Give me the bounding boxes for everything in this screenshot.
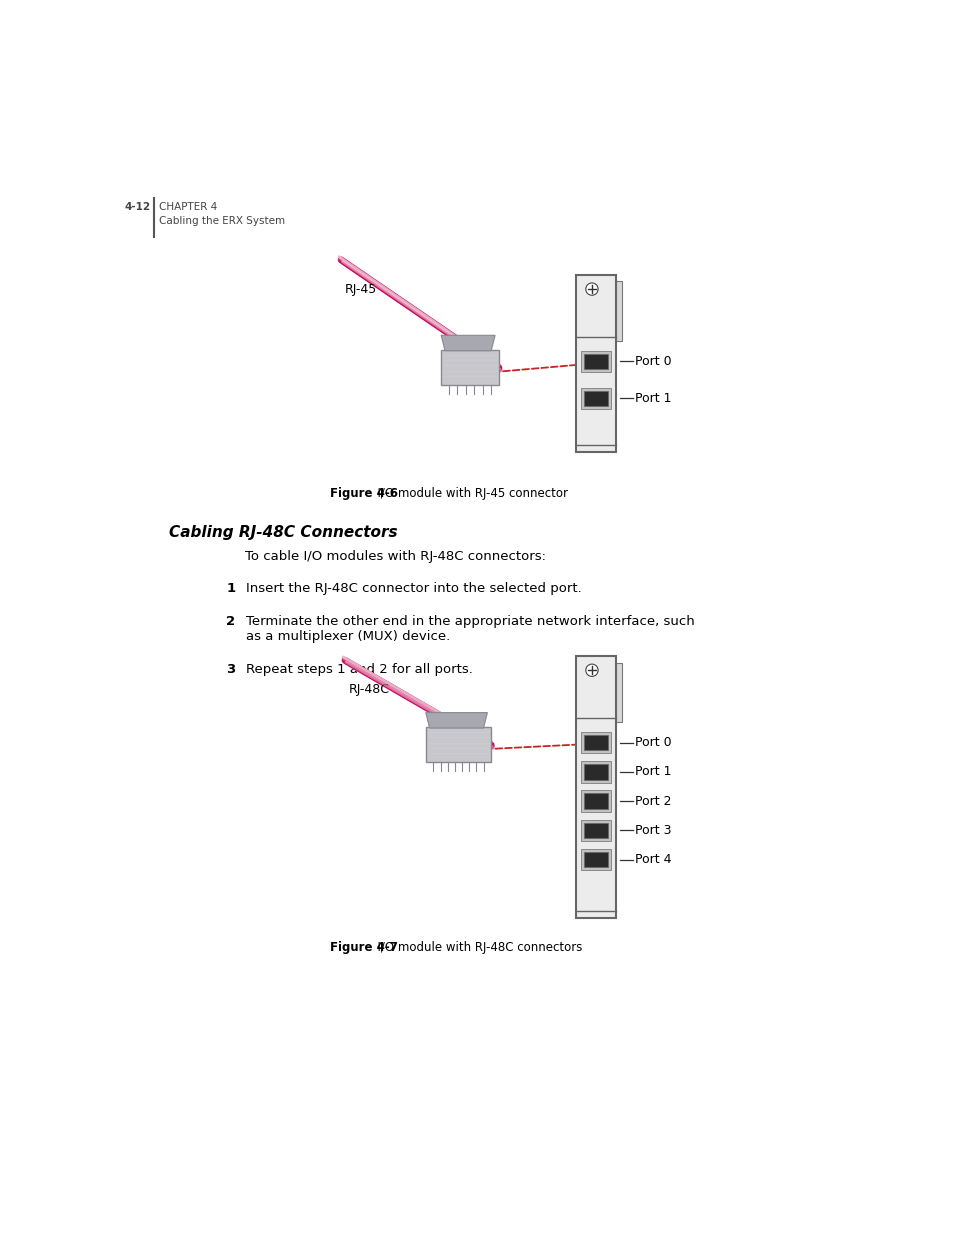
Text: Port 1: Port 1: [635, 766, 671, 778]
Bar: [583, 852, 608, 867]
Bar: [580, 732, 611, 753]
Text: 4-12: 4-12: [125, 203, 151, 212]
Bar: [601, 282, 621, 341]
Bar: [580, 848, 611, 871]
Text: CE1: CE1: [584, 685, 600, 694]
Bar: [576, 275, 616, 452]
Text: Cabling RJ-48C Connectors: Cabling RJ-48C Connectors: [170, 526, 397, 541]
Bar: [583, 735, 608, 751]
Text: To cable I/O modules with RJ-48C connectors:: To cable I/O modules with RJ-48C connect…: [245, 550, 545, 563]
Bar: [580, 790, 611, 811]
Text: 1: 1: [226, 583, 235, 595]
Bar: [583, 823, 608, 839]
Bar: [583, 764, 608, 779]
Bar: [601, 662, 621, 721]
Text: Figure 4-7: Figure 4-7: [329, 941, 397, 955]
Text: Port 4: Port 4: [635, 853, 671, 866]
Text: CHAPTER 4: CHAPTER 4: [158, 203, 216, 212]
Text: 10/100: 10/100: [578, 305, 607, 314]
Text: Figure 4-6: Figure 4-6: [329, 487, 397, 500]
Text: I/O: I/O: [586, 325, 598, 333]
Bar: [583, 390, 608, 406]
Text: FE-2: FE-2: [582, 315, 601, 324]
Text: Cabling the ERX System: Cabling the ERX System: [158, 216, 284, 226]
Bar: [583, 353, 608, 369]
Bar: [580, 351, 611, 372]
Bar: [440, 350, 498, 384]
Text: I/O module with RJ-45 connector: I/O module with RJ-45 connector: [369, 487, 567, 500]
Polygon shape: [440, 336, 495, 351]
Circle shape: [585, 283, 598, 295]
Text: Insert the RJ-48C connector into the selected port.: Insert the RJ-48C connector into the sel…: [246, 583, 581, 595]
Text: Repeat steps 1 and 2 for all ports.: Repeat steps 1 and 2 for all ports.: [246, 662, 473, 676]
Bar: [583, 793, 608, 809]
Text: I/O module with RJ-48C connectors: I/O module with RJ-48C connectors: [369, 941, 581, 955]
Polygon shape: [425, 713, 487, 727]
Text: RJ-48C: RJ-48C: [349, 683, 390, 697]
Bar: [580, 761, 611, 783]
Text: Port 0: Port 0: [635, 354, 671, 368]
Bar: [425, 727, 491, 762]
Bar: [580, 388, 611, 409]
Circle shape: [585, 664, 598, 677]
Text: Terminate the other end in the appropriate network interface, such
as a multiple: Terminate the other end in the appropria…: [246, 615, 695, 643]
Text: 2: 2: [226, 615, 235, 627]
Bar: [576, 656, 616, 918]
Text: RJ-45: RJ-45: [345, 283, 376, 296]
Text: 3: 3: [226, 662, 235, 676]
Bar: [580, 820, 611, 841]
Text: Port 3: Port 3: [635, 824, 671, 837]
Text: Port 0: Port 0: [635, 736, 671, 750]
Text: Port 1: Port 1: [635, 391, 671, 405]
Text: Port 2: Port 2: [635, 794, 671, 808]
Text: I/O: I/O: [586, 695, 598, 705]
